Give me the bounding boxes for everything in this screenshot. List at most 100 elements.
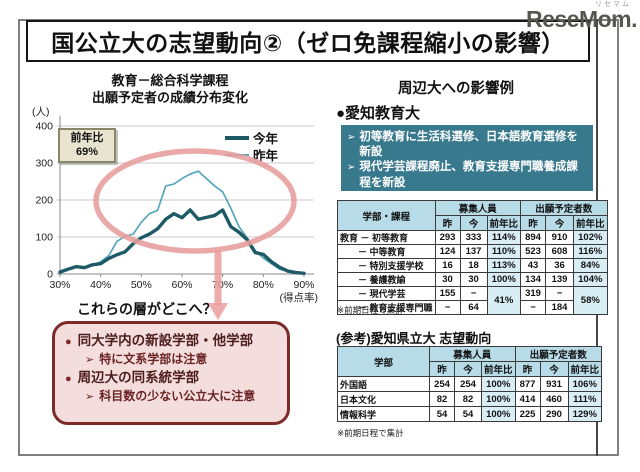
- value-cell: 102%: [573, 230, 608, 245]
- column-header: 昨: [520, 215, 547, 231]
- column-header: 学部・課程: [337, 200, 436, 231]
- value-cell: 333: [459, 230, 488, 245]
- value-cell: 30: [434, 272, 461, 287]
- table-row: 外国語 254 254 100% 877 931 106%: [337, 376, 603, 392]
- column-header: 今: [539, 361, 569, 377]
- table-row: － 教育支援専門職 −64−184: [337, 300, 608, 315]
- value-cell: −: [545, 286, 575, 301]
- svg-text:300: 300: [35, 158, 53, 170]
- value-cell: 58%: [573, 286, 608, 315]
- svg-text:80%: 80%: [253, 279, 274, 291]
- yoy-badge-value: 69%: [75, 145, 99, 158]
- value-cell: 30: [459, 272, 488, 287]
- column-header: 前年比: [486, 215, 522, 231]
- value-cell: 82: [429, 391, 455, 407]
- arrow-bullet-icon: ➢: [347, 162, 356, 174]
- value-cell: 254: [429, 376, 455, 392]
- changes-box: ➢ 初等教育に生活科選修、日本語教育選修を新設 ➢ 現代学芸課程廃止、教育支援専…: [341, 125, 593, 191]
- page-title: 国公立大の志望動向②（ゼロ免課程縮小の影響）: [26, 20, 590, 62]
- value-cell: 877: [514, 376, 541, 392]
- reference-heading: (参考)愛知県立大 志望動向: [336, 331, 492, 346]
- column-header: 昨: [429, 361, 455, 377]
- resemom-logo-ruby: リセマム: [595, 1, 631, 8]
- table-row: － 中等教育 124 137 110% 523 608 116%: [337, 244, 608, 259]
- value-cell: 104%: [573, 272, 608, 287]
- table-row: － 養護教諭 30 30 100% 134 139 104%: [337, 272, 608, 287]
- value-cell: 137: [459, 244, 488, 259]
- value-cell: 910: [545, 230, 575, 245]
- column-header: 今: [454, 361, 482, 377]
- value-cell: 16: [434, 258, 461, 273]
- last-year-label: 昨年: [253, 149, 279, 163]
- bullet-icon: ●: [65, 373, 72, 386]
- arrow-bullet-icon: ➢: [85, 390, 95, 403]
- table-row: 情報科学 54 54 100% 225 290 129%: [337, 406, 603, 422]
- value-cell: 129%: [567, 406, 603, 422]
- advice-item-2-sub-text: 科目数の少ない公立大に注意: [99, 388, 256, 403]
- svg-text:60%: 60%: [171, 279, 192, 291]
- svg-text:40%: 40%: [90, 279, 111, 291]
- column-header: 昨: [514, 361, 541, 377]
- column-header: 出願予定者数: [520, 200, 608, 216]
- legend-last-year: 昨年: [225, 146, 278, 163]
- value-cell: 100%: [481, 376, 516, 392]
- value-cell: 293: [434, 230, 461, 245]
- column-header: 前年比: [481, 361, 516, 377]
- page-title-text: 国公立大の志望動向②（ゼロ免課程縮小の影響）: [51, 30, 565, 56]
- value-cell: 54: [429, 406, 455, 422]
- advice-item-1: ● 同大学内の新設学部・他学部: [65, 332, 281, 350]
- value-cell: 100%: [481, 406, 516, 422]
- changes-item-1-text: 初等教育に生活科選修、日本語教育選修を新設: [359, 131, 578, 159]
- row-label-cell: 情報科学: [337, 406, 430, 422]
- value-cell: 139: [545, 272, 575, 287]
- row-label-cell: － 教育支援専門職: [337, 300, 436, 315]
- svg-text:90%: 90%: [293, 279, 314, 291]
- svg-text:50%: 50%: [131, 279, 152, 291]
- table-row: － 現代学芸 155−41% 319−58%: [337, 286, 608, 315]
- this-year-line-swatch: [225, 135, 249, 140]
- svg-text:70%: 70%: [212, 279, 233, 291]
- value-cell: 110%: [486, 244, 522, 259]
- resemom-logo-text: ReseMom.: [525, 6, 638, 32]
- question-text: これらの層がどこへ？: [77, 301, 217, 317]
- row-label-cell: 日本文化: [337, 391, 430, 407]
- arrow-bullet-icon: ➢: [85, 353, 95, 366]
- svg-text:400: 400: [35, 121, 53, 133]
- column-header: 前年比: [573, 215, 608, 231]
- chart-title-line1: 教育－総合科学課程: [111, 73, 229, 88]
- last-year-line-swatch: [225, 153, 249, 156]
- legend-this-year: 今年: [225, 129, 278, 146]
- column-header: 学部: [337, 346, 430, 377]
- value-cell: 84%: [573, 258, 608, 273]
- value-cell: 18: [459, 258, 488, 273]
- data-table: 学部・課程 募集人員 出願予定者数昨今前年比昨今前年比 教育 － 初等教育 293 333…: [337, 200, 608, 315]
- chart-title: 教育－総合科学課程 出願予定者の成績分布変化: [50, 73, 290, 107]
- value-cell: 254: [454, 376, 482, 392]
- row-label-cell: － 現代学芸: [337, 286, 436, 301]
- value-cell: 116%: [573, 244, 608, 259]
- value-cell: 414: [514, 391, 541, 407]
- advice-item-2-sub: ➢ 科目数の少ない公立大に注意: [85, 389, 281, 405]
- series-今年: [58, 208, 306, 275]
- changes-item-2: ➢ 現代学芸課程廃止、教育支援専門職養成課程を新設: [347, 160, 587, 190]
- bullet-icon: ●: [65, 336, 72, 348]
- value-cell: 155: [434, 286, 461, 301]
- advice-item-2: ● 周辺大の同系統学部: [65, 369, 281, 387]
- yoy-badge-label: 前年比: [70, 132, 104, 145]
- value-cell: −: [520, 300, 547, 315]
- value-cell: 124: [434, 244, 461, 259]
- table-aichi-kyoiku: 学部・課程 募集人員 出願予定者数昨今前年比昨今前年比 教育 － 初等教育 293 333…: [337, 200, 608, 315]
- svg-text:30%: 30%: [49, 279, 70, 291]
- value-cell: 82: [454, 391, 482, 407]
- svg-text:200: 200: [35, 195, 53, 207]
- value-cell: 134: [520, 272, 547, 287]
- value-cell: 608: [545, 244, 575, 259]
- column-header: 募集人員: [429, 346, 516, 362]
- changes-item-1: ➢ 初等教育に生活科選修、日本語教育選修を新設: [347, 130, 587, 160]
- row-label-cell: － 養護教諭: [337, 272, 436, 287]
- value-cell: 41%: [486, 286, 522, 315]
- column-header: 募集人員: [434, 200, 522, 216]
- row-label-cell: － 特別支援学校: [337, 258, 436, 273]
- value-cell: 319: [520, 286, 547, 301]
